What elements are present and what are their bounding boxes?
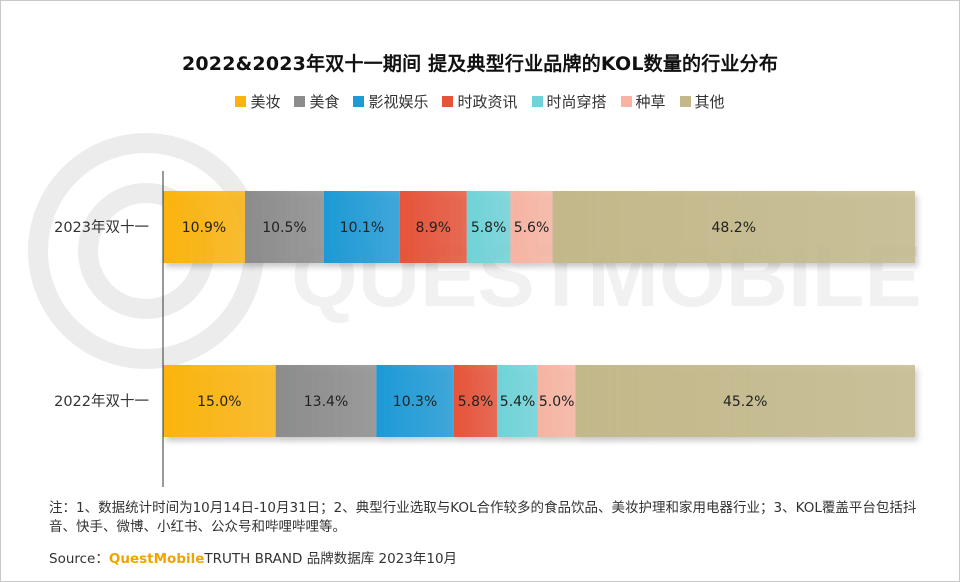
bar-segment bbox=[497, 365, 538, 437]
data-label: 8.9% bbox=[416, 220, 452, 236]
legend-label: 时政资讯 bbox=[457, 93, 518, 111]
data-label: 10.5% bbox=[262, 220, 306, 236]
legend-item: 时政资讯 bbox=[442, 91, 518, 112]
legend-label: 美妆 bbox=[250, 93, 281, 111]
bar-segment bbox=[163, 365, 276, 437]
source-brand: QuestMobile bbox=[108, 551, 205, 567]
data-label: 10.1% bbox=[340, 220, 384, 236]
data-label: 48.2% bbox=[712, 220, 756, 236]
legend-item: 种草 bbox=[620, 91, 666, 112]
legend-swatch bbox=[531, 96, 543, 107]
chart-legend: 美妆 美食 影视娱乐 时政资讯 时尚穿搭 种草 其他 bbox=[1, 91, 959, 112]
bar-segment bbox=[537, 365, 576, 437]
legend-item: 美妆 bbox=[235, 91, 280, 112]
footnote: 注：1、数据统计时间为10月14日-10月31日；2、典型行业选取与KOL合作较… bbox=[49, 500, 917, 535]
legend-label: 种草 bbox=[635, 93, 666, 111]
bar-chart: 10.9% 10.5% 10.1% 8.9% 5.8% 5.6% 48.2% 2023年双十一… bbox=[54, 171, 915, 487]
data-label: 13.4% bbox=[304, 394, 348, 410]
legend-item: 影视娱乐 bbox=[353, 91, 428, 112]
data-label: 10.3% bbox=[393, 394, 437, 410]
data-label: 5.6% bbox=[514, 220, 550, 236]
legend-label: 美食 bbox=[309, 93, 340, 111]
category-label: 2022年双十一 bbox=[54, 393, 149, 410]
legend-swatch bbox=[235, 96, 247, 107]
data-label: 5.8% bbox=[471, 220, 507, 236]
data-label: 45.2% bbox=[723, 394, 767, 410]
legend-swatch bbox=[442, 96, 454, 107]
legend-label: 时尚穿搭 bbox=[546, 93, 607, 111]
legend-item: 美食 bbox=[294, 91, 339, 112]
bar-row bbox=[163, 365, 915, 437]
legend-label: 其他 bbox=[694, 93, 725, 111]
bar-segment bbox=[575, 365, 915, 437]
source-label: Source： bbox=[49, 551, 109, 567]
source-rest: TRUTH BRAND 品牌数据库 2023年10月 bbox=[204, 551, 458, 567]
bar-segment bbox=[376, 365, 454, 437]
legend-label: 影视娱乐 bbox=[368, 93, 429, 111]
data-label: 10.9% bbox=[182, 220, 226, 236]
data-label: 15.0% bbox=[197, 394, 241, 410]
legend-item: 时尚穿搭 bbox=[531, 91, 607, 112]
legend-swatch bbox=[353, 96, 365, 107]
bar-segment bbox=[275, 365, 377, 437]
data-label: 5.4% bbox=[500, 394, 536, 410]
source-line: Source： QuestMobile TRUTH BRAND 品牌数据库 20… bbox=[49, 547, 457, 567]
bar-segment bbox=[510, 191, 553, 263]
bar-segment bbox=[466, 191, 511, 263]
bar-segment bbox=[552, 191, 915, 263]
category-label: 2023年双十一 bbox=[54, 219, 149, 236]
chart-title: 2022&2023年双十一期间 提及典型行业品牌的KOL数量的行业分布 bbox=[181, 53, 779, 75]
bar-segment bbox=[453, 365, 498, 437]
bar-segment bbox=[399, 191, 467, 263]
legend-swatch bbox=[620, 96, 632, 107]
data-label: 5.8% bbox=[458, 394, 494, 410]
legend-item: 其他 bbox=[679, 91, 725, 112]
bar-segment bbox=[323, 191, 400, 263]
legend-swatch bbox=[679, 96, 691, 107]
legend-swatch bbox=[294, 96, 306, 107]
bar-segment bbox=[244, 191, 324, 263]
bar-row bbox=[163, 191, 915, 263]
data-label: 5.0% bbox=[539, 394, 575, 410]
bar-segment bbox=[163, 191, 245, 263]
